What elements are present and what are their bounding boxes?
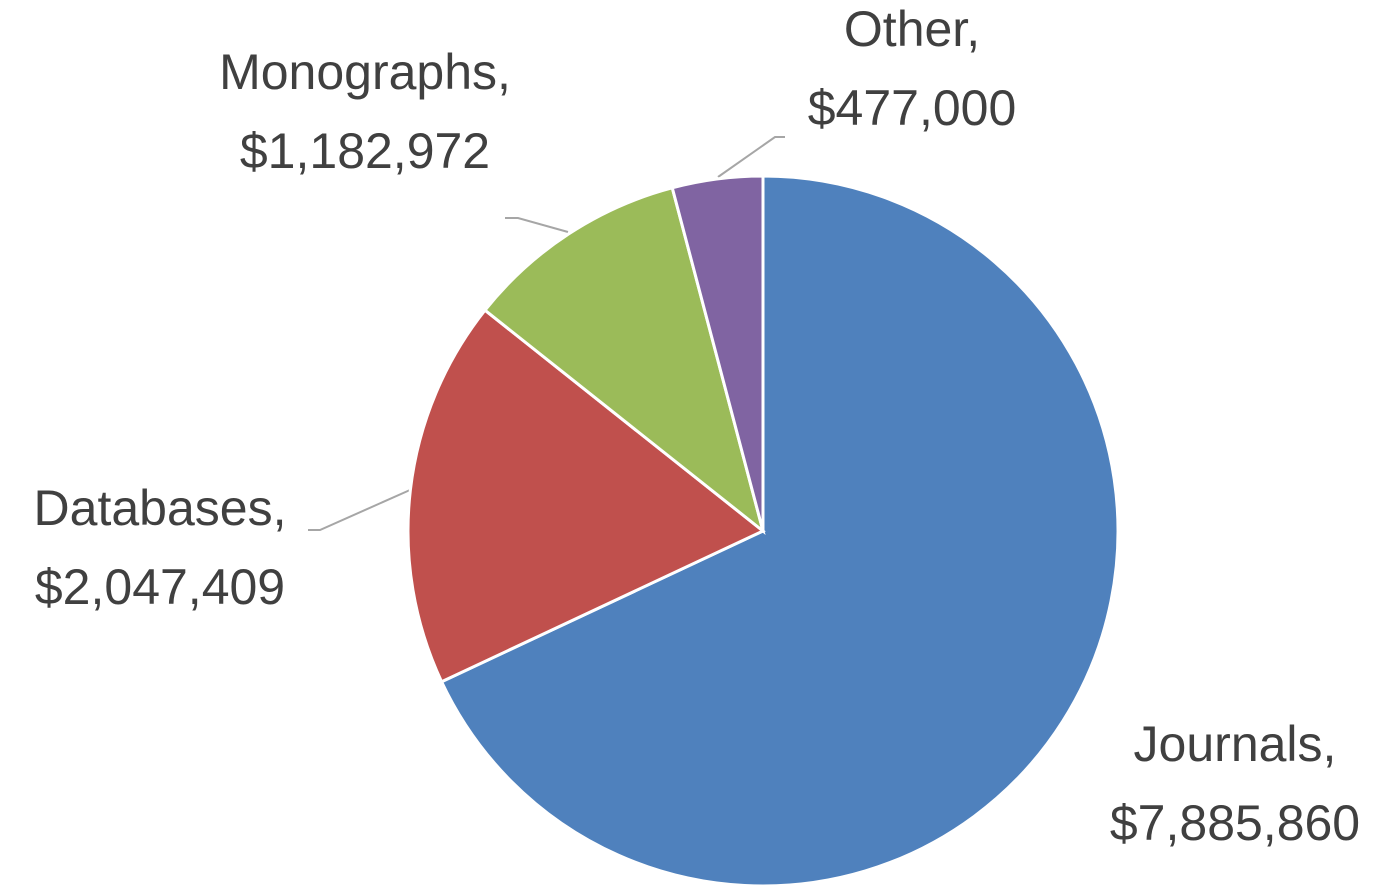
data-label: Journals, $7,885,860 bbox=[1110, 716, 1360, 851]
value-label: $7,885,860 bbox=[1110, 795, 1360, 851]
data-label: Monographs, $1,182,972 bbox=[219, 44, 511, 179]
category-label: Journals, bbox=[1134, 716, 1337, 772]
data-label: Other, $477,000 bbox=[808, 1, 1017, 136]
pie bbox=[406, 174, 1120, 888]
value-label: $477,000 bbox=[808, 80, 1017, 136]
leader-line bbox=[308, 489, 411, 531]
leader-line bbox=[717, 136, 785, 178]
category-label: Other, bbox=[844, 1, 980, 57]
leader-line bbox=[505, 217, 569, 233]
pie-slice bbox=[670, 174, 765, 532]
pie-slice bbox=[439, 174, 1120, 888]
value-label: $1,182,972 bbox=[240, 123, 490, 179]
category-label: Databases, bbox=[34, 480, 287, 536]
value-label: $2,047,409 bbox=[35, 559, 285, 615]
data-label: Databases, $2,047,409 bbox=[34, 480, 287, 615]
pie-slice bbox=[406, 308, 766, 684]
category-label: Monographs, bbox=[219, 44, 511, 100]
